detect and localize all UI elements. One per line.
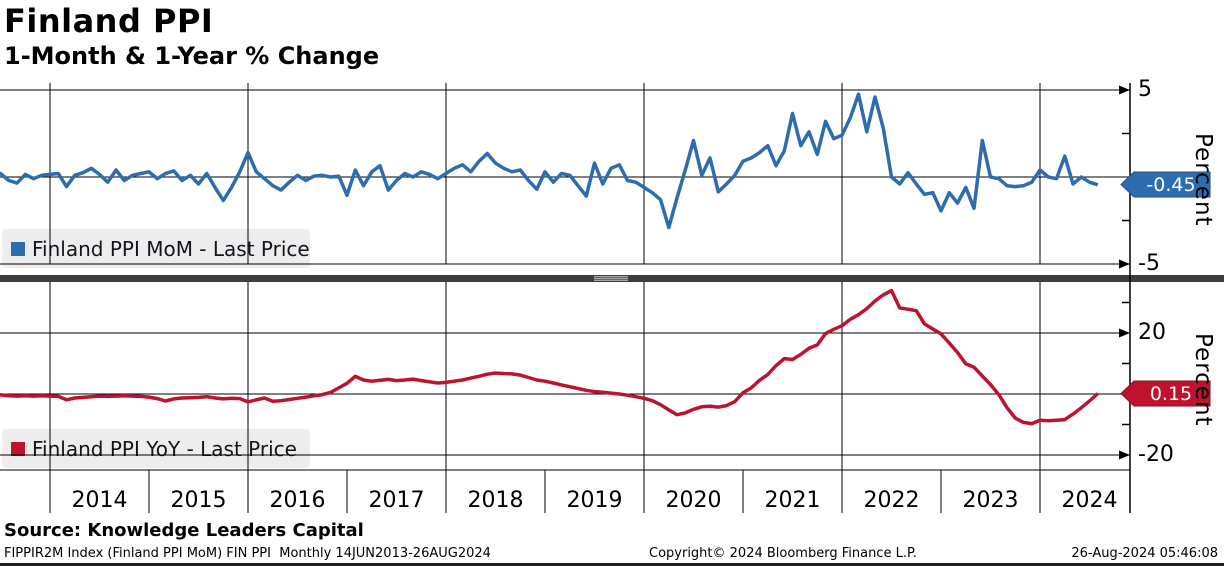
x-axis-year-label: 2023 [962, 488, 1019, 513]
x-axis-year-label: 2014 [71, 488, 128, 513]
x-axis-year-label: 2021 [764, 488, 821, 513]
x-axis-year-label: 2019 [566, 488, 623, 513]
bottom-ytick-high: 20 [1138, 320, 1166, 345]
yoy-price-tag [1120, 380, 1211, 407]
index-description: FIPPIR2M Index (Finland PPI MoM) FIN PPI… [4, 546, 491, 561]
mom-price-tag [1120, 171, 1211, 198]
x-axis-year-label: 2022 [863, 488, 920, 513]
legend-yoy[interactable]: Finland PPI YoY - Last Price [2, 429, 310, 468]
x-axis-year-label: 2020 [665, 488, 722, 513]
page-title: Finland PPI [4, 2, 214, 40]
top-ytick-low: -5 [1138, 251, 1160, 276]
top-ytick-high: 5 [1138, 77, 1152, 102]
x-axis-year-label: 2024 [1061, 488, 1118, 513]
yoy-line-series [0, 288, 1099, 426]
x-axis-year-label: 2016 [269, 488, 326, 513]
legend-mom[interactable]: Finland PPI MoM - Last Price [2, 229, 310, 268]
x-axis-year-dividers [49, 470, 1041, 513]
yoy-legend-label: Finland PPI YoY - Last Price [32, 436, 297, 461]
panel-divider-grip-icon[interactable] [594, 276, 628, 281]
bottom-axis-title: Percent [1190, 333, 1216, 427]
mom-line-series [0, 92, 1099, 230]
mom-legend-label: Finland PPI MoM - Last Price [32, 236, 310, 261]
bottom-rule [0, 563, 1224, 566]
x-axis-year-label: 2017 [368, 488, 425, 513]
timestamp: 26-Aug-2024 05:46:08 [1071, 546, 1218, 561]
x-axis-year-label: 2018 [467, 488, 524, 513]
bottom-ytick-low: -20 [1138, 442, 1174, 467]
mom-legend-swatch-icon [11, 241, 25, 256]
right-axis [1119, 83, 1131, 513]
yoy-price-tag-value: 0.15 [1149, 383, 1193, 405]
source-attribution: Source: Knowledge Leaders Capital [4, 520, 364, 541]
x-axis-year-label: 2015 [170, 488, 227, 513]
top-axis-title: Percent [1190, 133, 1216, 227]
vertical-gridlines [49, 83, 1041, 470]
panel-divider [0, 275, 1224, 282]
yoy-legend-swatch-icon [11, 441, 25, 456]
mom-price-tag-value: -0.45 [1146, 174, 1196, 196]
page-subtitle: 1-Month & 1-Year % Change [4, 42, 380, 70]
copyright-notice: Copyright© 2024 Bloomberg Finance L.P. [649, 546, 917, 561]
